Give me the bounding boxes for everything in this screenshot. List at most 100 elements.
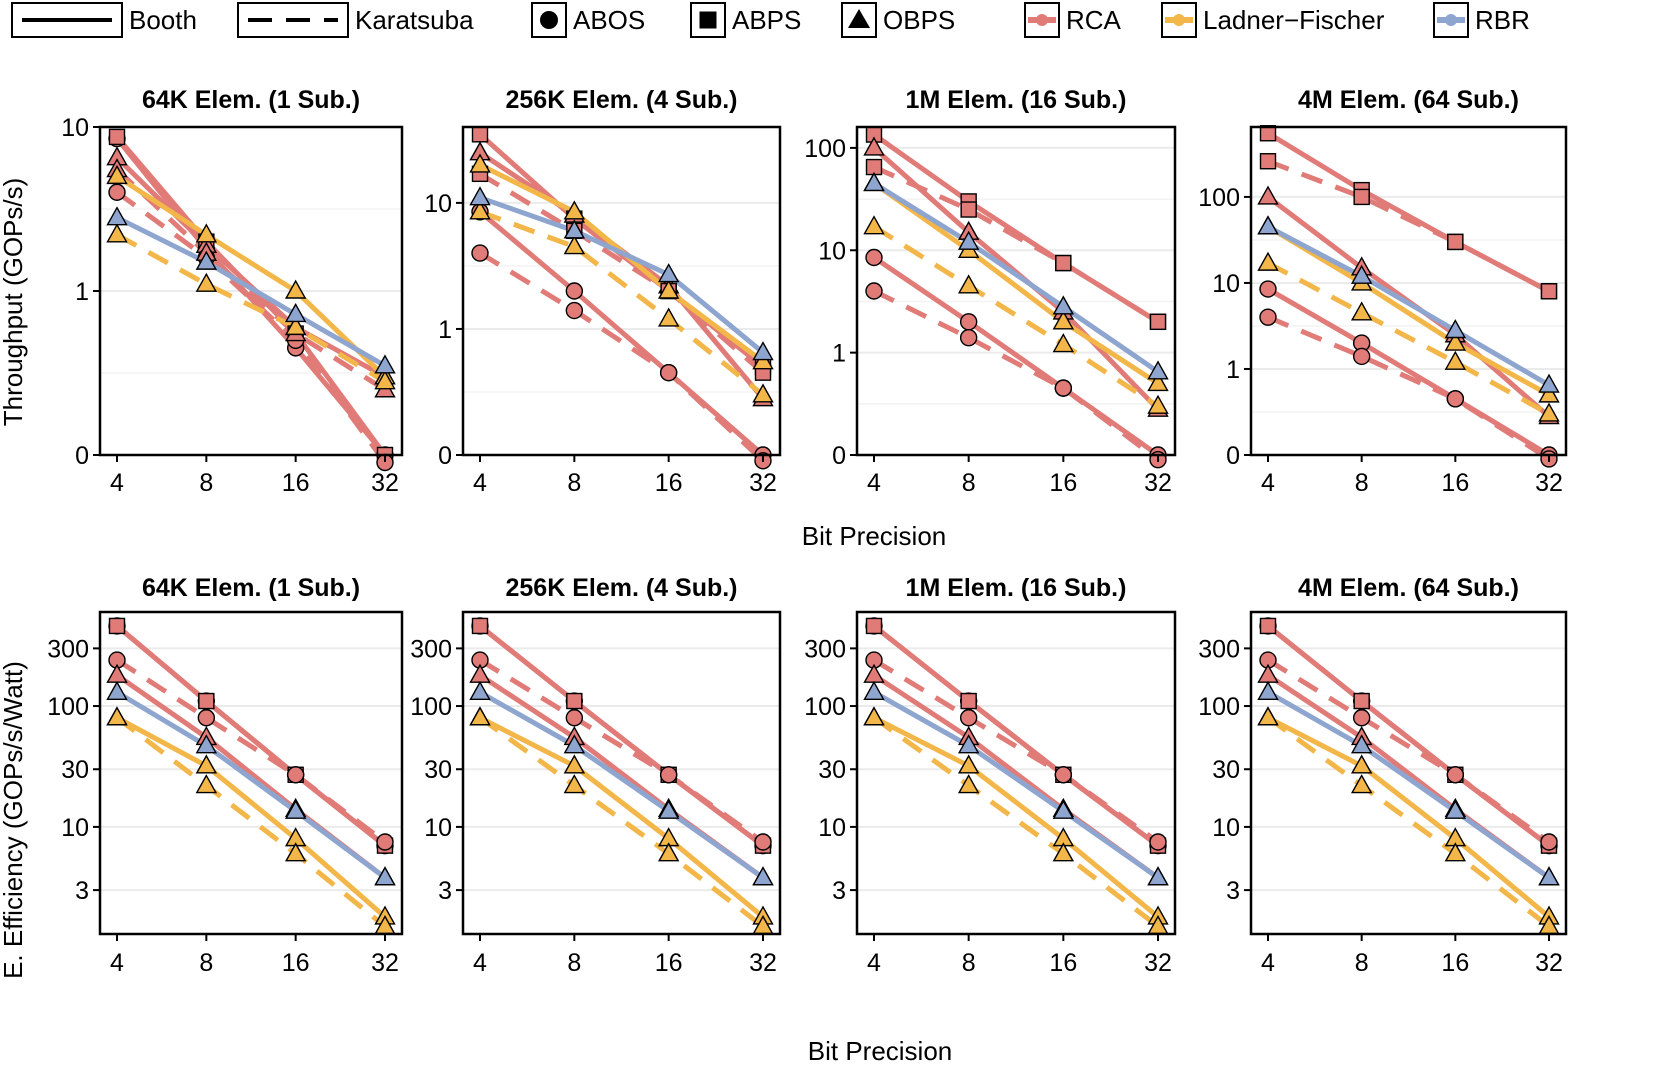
data-point-triangle bbox=[1444, 319, 1467, 339]
legend-triangle-marker bbox=[848, 9, 870, 28]
y-tick-label: 3 bbox=[832, 877, 846, 905]
data-point-triangle bbox=[752, 341, 774, 361]
data-point-triangle bbox=[106, 680, 128, 700]
data-point-triangle bbox=[1257, 251, 1279, 271]
data-point-square bbox=[1540, 283, 1558, 300]
legend-item-abos: ABOS bbox=[531, 2, 645, 38]
data-point-triangle bbox=[195, 272, 218, 292]
data-point-triangle bbox=[106, 223, 128, 243]
series-line bbox=[872, 623, 1160, 848]
series-line bbox=[115, 174, 387, 379]
x-tick-label: 32 bbox=[371, 949, 399, 977]
y-tick-label: 10 bbox=[1212, 270, 1240, 298]
data-point-triangle bbox=[195, 774, 218, 794]
top-y-axis-label: Throughput (GOPs/s) bbox=[0, 178, 28, 427]
data-point-circle bbox=[376, 833, 394, 851]
data-point-square bbox=[108, 128, 126, 146]
data-point-circle bbox=[1540, 833, 1558, 851]
data-point-square bbox=[1259, 617, 1277, 635]
data-point-triangle bbox=[563, 219, 586, 239]
x-tick-label: 4 bbox=[110, 469, 124, 497]
x-tick-label: 16 bbox=[1049, 949, 1077, 977]
y-tick-label: 300 bbox=[1198, 635, 1240, 663]
data-point-triangle bbox=[1052, 333, 1075, 353]
panel-title: 256K Elem. (4 Sub.) bbox=[505, 574, 737, 602]
data-point-triangle bbox=[1257, 663, 1279, 683]
x-tick-label: 4 bbox=[867, 949, 881, 977]
data-point-triangle bbox=[863, 215, 885, 235]
series-line bbox=[872, 224, 1160, 409]
legend-label: ABOS bbox=[573, 5, 645, 35]
series-line bbox=[479, 195, 765, 355]
series-line bbox=[115, 715, 387, 929]
series-line bbox=[1266, 715, 1551, 929]
y-tick-label: 10 bbox=[424, 814, 452, 842]
legend-label: OBPS bbox=[883, 5, 955, 35]
data-point-circle bbox=[659, 363, 678, 382]
bottom-y-axis-label: E. Efficiency (GOPs/s/Watt) bbox=[0, 661, 28, 979]
x-tick-label: 32 bbox=[1144, 949, 1172, 977]
legend-label: RCA bbox=[1066, 5, 1122, 35]
series-line bbox=[478, 171, 765, 375]
data-point-square bbox=[1353, 692, 1370, 710]
data-point-triangle bbox=[957, 754, 980, 774]
legend-label: ABPS bbox=[732, 5, 801, 35]
panel-border bbox=[98, 610, 404, 936]
data-point-triangle bbox=[1257, 706, 1279, 726]
data-point-triangle bbox=[1052, 799, 1075, 819]
data-point-triangle bbox=[374, 370, 396, 390]
legend-item-obps: OBPS bbox=[841, 2, 955, 38]
data-point-triangle bbox=[657, 263, 680, 283]
series-line bbox=[478, 657, 765, 845]
data-point-triangle bbox=[106, 706, 128, 726]
x-tick-label: 8 bbox=[567, 949, 581, 977]
data-point-triangle bbox=[374, 354, 396, 374]
y-tick-label: 30 bbox=[818, 756, 846, 784]
series-line bbox=[115, 232, 387, 384]
series-line bbox=[115, 657, 387, 845]
data-point-triangle bbox=[1052, 295, 1075, 315]
legend-item-ladner-fischer: Ladner−Fischer bbox=[1161, 2, 1385, 38]
y-tick-label: 10 bbox=[818, 814, 846, 842]
data-point-circle bbox=[1446, 766, 1465, 784]
data-point-triangle bbox=[1538, 373, 1560, 393]
x-tick-label: 4 bbox=[473, 949, 487, 977]
panel-title: 1M Elem. (16 Sub.) bbox=[906, 86, 1127, 114]
data-point-triangle bbox=[284, 315, 307, 336]
data-point-circle bbox=[1352, 347, 1371, 366]
data-point-triangle bbox=[106, 164, 128, 185]
data-point-circle bbox=[565, 282, 584, 300]
data-point-triangle bbox=[863, 136, 885, 156]
x-tick-label: 4 bbox=[1261, 949, 1275, 977]
data-point-square bbox=[1353, 188, 1370, 206]
data-point-square bbox=[1149, 313, 1167, 331]
data-point-triangle bbox=[657, 279, 680, 299]
data-point-triangle bbox=[1147, 360, 1169, 380]
data-point-triangle bbox=[1444, 842, 1467, 862]
data-point-triangle bbox=[1444, 799, 1467, 819]
data-point-square bbox=[960, 692, 977, 710]
x-tick-label: 16 bbox=[282, 949, 310, 977]
y-tick-label: 1 bbox=[1226, 356, 1240, 384]
data-point-triangle bbox=[1350, 734, 1373, 754]
legend-item-abps: ABPS bbox=[690, 2, 801, 38]
series-line bbox=[478, 209, 765, 457]
series-line bbox=[1267, 314, 1551, 462]
data-point-triangle bbox=[106, 206, 128, 226]
data-point-square bbox=[471, 617, 489, 635]
data-point-triangle bbox=[1350, 754, 1373, 774]
series-line bbox=[872, 181, 1160, 374]
x-tick-label: 16 bbox=[282, 469, 310, 497]
data-point-triangle bbox=[106, 663, 128, 683]
data-point-triangle bbox=[1538, 402, 1560, 422]
series-line bbox=[1266, 194, 1551, 419]
data-point-triangle bbox=[284, 279, 307, 299]
legend-label: RBR bbox=[1475, 5, 1530, 35]
panel-title: 4M Elem. (64 Sub.) bbox=[1298, 86, 1519, 114]
data-point-square bbox=[1259, 125, 1277, 142]
data-point-triangle bbox=[1147, 394, 1169, 414]
series-line bbox=[115, 215, 387, 368]
x-tick-label: 4 bbox=[473, 469, 487, 497]
